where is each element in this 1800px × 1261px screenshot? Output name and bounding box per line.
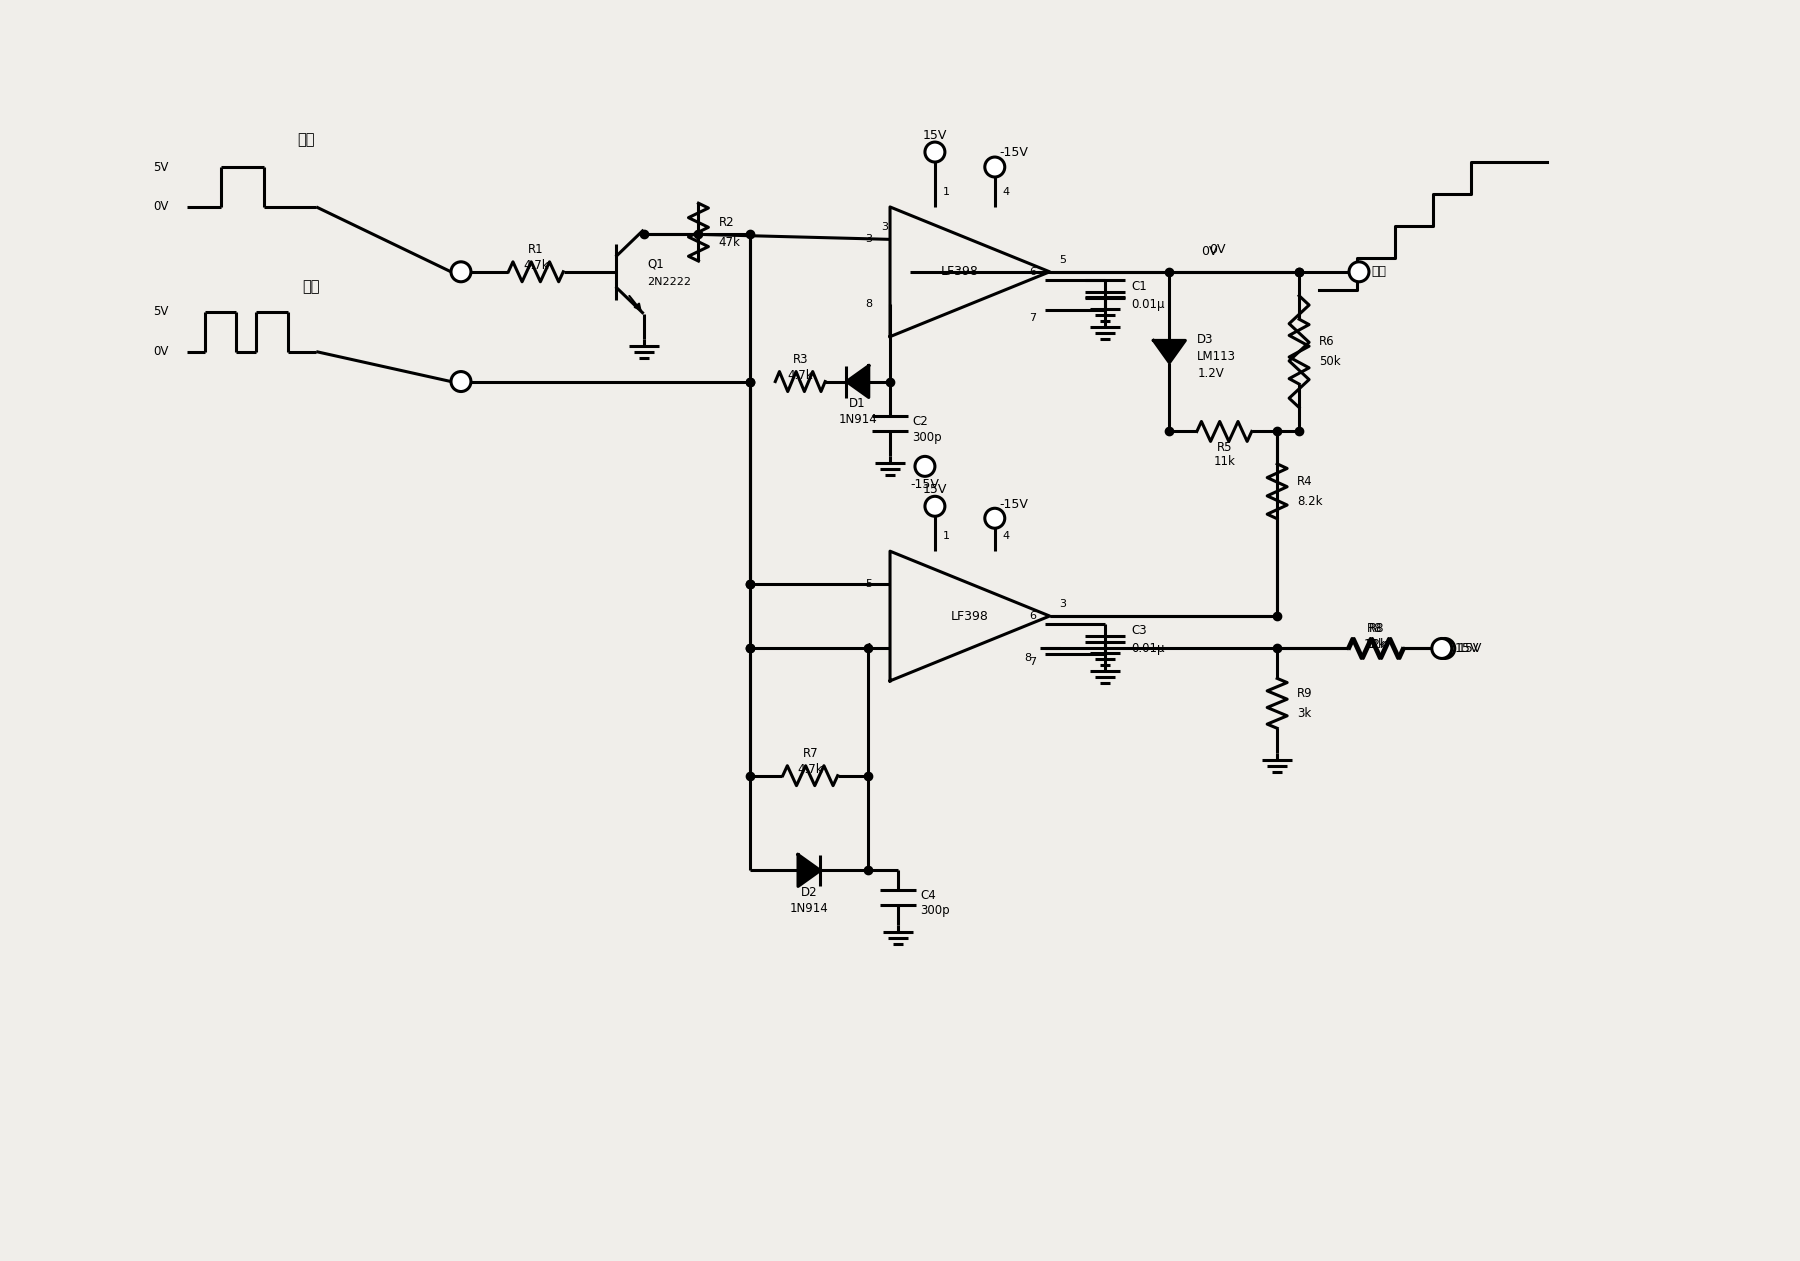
Text: 11k: 11k: [1213, 455, 1235, 468]
Text: 15V: 15V: [923, 129, 947, 141]
Text: R5: R5: [1217, 441, 1231, 454]
Text: 0V: 0V: [153, 200, 169, 213]
Text: 2N2222: 2N2222: [648, 276, 691, 286]
Text: 8: 8: [866, 299, 871, 309]
Text: 4: 4: [866, 643, 871, 653]
Text: 4: 4: [1003, 187, 1010, 197]
Polygon shape: [1154, 340, 1186, 363]
Text: 300p: 300p: [913, 431, 941, 444]
Circle shape: [925, 142, 945, 161]
Text: 7: 7: [1030, 313, 1037, 323]
Text: 15V: 15V: [1458, 642, 1481, 654]
Text: LF398: LF398: [941, 265, 979, 279]
Text: 复位: 复位: [297, 132, 315, 148]
Text: 3: 3: [1060, 599, 1067, 609]
Circle shape: [985, 508, 1004, 528]
Text: 12k: 12k: [1366, 638, 1388, 651]
Text: 5V: 5V: [153, 160, 169, 174]
Text: LM113: LM113: [1197, 351, 1237, 363]
Text: 5V: 5V: [153, 305, 169, 318]
Text: 8.2k: 8.2k: [1298, 494, 1323, 508]
Text: R9: R9: [1298, 687, 1312, 700]
Text: D3: D3: [1197, 333, 1213, 346]
Text: C4: C4: [920, 889, 936, 902]
Text: D1: D1: [850, 397, 866, 410]
Text: R8: R8: [1370, 622, 1384, 636]
Text: 3: 3: [882, 222, 889, 232]
Circle shape: [914, 456, 934, 477]
Text: 8: 8: [1024, 653, 1031, 663]
Text: 3k: 3k: [1298, 707, 1312, 720]
Text: 7: 7: [1030, 657, 1037, 667]
Circle shape: [452, 262, 472, 281]
Text: 47k: 47k: [718, 236, 740, 248]
Text: C3: C3: [1132, 624, 1147, 638]
Text: R1: R1: [527, 243, 544, 256]
Text: 0.01μ: 0.01μ: [1132, 298, 1165, 311]
Text: -15V: -15V: [999, 145, 1028, 159]
Text: 4: 4: [1003, 531, 1010, 541]
Text: 1.2V: 1.2V: [1197, 367, 1224, 380]
Circle shape: [1348, 262, 1370, 281]
Text: -15V: -15V: [911, 478, 940, 491]
Text: 50k: 50k: [1319, 356, 1341, 368]
Text: Q1: Q1: [648, 257, 664, 270]
Text: 1N914: 1N914: [790, 902, 828, 915]
Circle shape: [1431, 638, 1453, 658]
Text: 1: 1: [943, 531, 950, 541]
Text: R6: R6: [1319, 335, 1334, 348]
Circle shape: [925, 497, 945, 516]
Circle shape: [1435, 638, 1454, 658]
Text: R2: R2: [718, 216, 734, 228]
Text: R8: R8: [1368, 622, 1382, 636]
Text: C1: C1: [1132, 280, 1147, 294]
Circle shape: [452, 372, 472, 391]
Text: 6: 6: [1030, 612, 1037, 620]
Text: 3: 3: [866, 235, 871, 245]
Text: R3: R3: [792, 353, 808, 366]
Text: 15V: 15V: [923, 483, 947, 496]
Text: C2: C2: [913, 415, 927, 427]
Text: D2: D2: [801, 886, 817, 899]
Text: 12k: 12k: [1364, 638, 1386, 651]
Polygon shape: [797, 855, 821, 886]
Text: 4.7k: 4.7k: [787, 369, 814, 382]
Text: 0V: 0V: [153, 346, 169, 358]
Text: LF398: LF398: [950, 609, 988, 623]
Text: 时钟: 时钟: [302, 279, 320, 294]
Text: R7: R7: [803, 748, 817, 760]
Text: 5: 5: [1060, 255, 1067, 265]
Text: 1N914: 1N914: [839, 412, 877, 426]
Text: 0V: 0V: [1210, 243, 1226, 256]
Text: R4: R4: [1298, 475, 1312, 488]
Text: 0.01μ: 0.01μ: [1132, 642, 1165, 656]
Text: 5: 5: [866, 579, 871, 589]
Text: 300p: 300p: [920, 904, 950, 917]
Text: 15V: 15V: [1454, 642, 1480, 654]
Text: 6: 6: [1030, 267, 1037, 277]
Text: 1: 1: [943, 187, 950, 197]
Text: 4.7k: 4.7k: [524, 260, 549, 272]
Text: 输出: 输出: [1372, 265, 1386, 279]
Text: -15V: -15V: [999, 498, 1028, 511]
Circle shape: [985, 158, 1004, 177]
Text: 4.7k: 4.7k: [797, 763, 823, 777]
Text: 0V: 0V: [1201, 246, 1217, 259]
Polygon shape: [846, 366, 869, 397]
